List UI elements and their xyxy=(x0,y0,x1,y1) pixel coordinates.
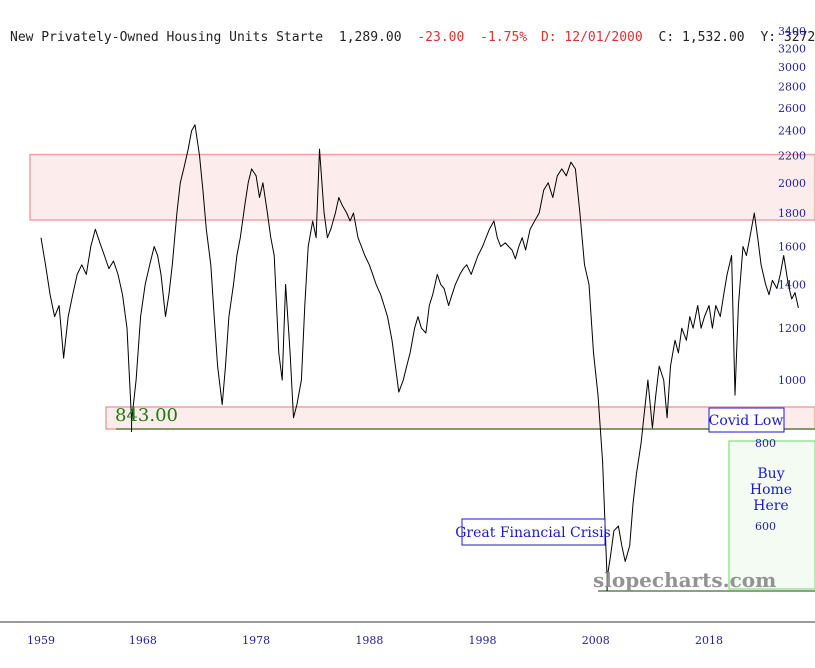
series-layer xyxy=(40,124,799,591)
y-tick-label: 3000 xyxy=(778,61,806,74)
y-tick-label: 1800 xyxy=(778,207,806,220)
x-tick-label: 1988 xyxy=(355,634,383,647)
buy-label-line: Buy xyxy=(757,466,784,482)
covid-label: Covid Low xyxy=(709,413,784,429)
gfc-label-box xyxy=(461,518,606,546)
annotations-layer: 843.00 Great Financial Crisis Covid Low Buy… xyxy=(115,405,792,592)
x-tick-label: 1968 xyxy=(129,634,157,647)
series-line xyxy=(40,124,799,579)
y-axis: 3400 3200 3000 2800 2600 2400 2200 2000 1800 1600… xyxy=(755,25,806,533)
y-tick-label: 800 xyxy=(755,437,776,450)
header-close: C: 1,532.00 xyxy=(659,30,745,45)
buy-zone xyxy=(728,440,815,590)
header-change-pct: -1.75% xyxy=(480,30,527,45)
x-tick-label: 1998 xyxy=(469,634,497,647)
buy-label-line: Here xyxy=(753,498,788,514)
gfc-label: Great Financial Crisis xyxy=(455,525,610,541)
header-last-value: 1,289.00 xyxy=(339,30,402,45)
y-tick-label: 600 xyxy=(755,520,776,533)
header-date: D: 12/01/2000 xyxy=(541,30,643,45)
header-line: New Privately-Owned Housing Units Starte… xyxy=(10,30,815,45)
y-tick-label: 1400 xyxy=(778,278,806,291)
y-tick-label: 3200 xyxy=(778,42,806,55)
x-tick-label: 2008 xyxy=(582,634,610,647)
y-tick-label: 3400 xyxy=(778,25,806,38)
resistance-zone xyxy=(29,153,815,221)
y-tick-label: 2400 xyxy=(778,125,806,138)
buy-label-line: Home xyxy=(750,482,792,498)
y-tick-label: 2200 xyxy=(778,150,806,163)
y-tick-label: 1000 xyxy=(778,374,806,387)
support-level-label: 843.00 xyxy=(115,405,178,426)
covid-label-box xyxy=(708,407,785,433)
y-tick-label: 1600 xyxy=(778,240,806,253)
x-tick-label: 2018 xyxy=(695,634,723,647)
x-tick-label: 1959 xyxy=(27,634,55,647)
x-axis: 1959 1968 1978 1988 1998 2008 2018 xyxy=(0,621,815,647)
header-change: -23.00 xyxy=(417,30,464,45)
y-tick-label: 2800 xyxy=(778,81,806,94)
watermark: slopecharts.com xyxy=(593,568,776,592)
y-tick-label: 2000 xyxy=(778,177,806,190)
header-series-name: New Privately-Owned Housing Units Starte xyxy=(10,30,323,45)
x-tick-label: 1978 xyxy=(242,634,270,647)
y-tick-label: 2600 xyxy=(778,102,806,115)
header-y-readout: Y: 3272.40 xyxy=(760,30,815,45)
zones-layer xyxy=(29,153,815,592)
y-tick-label: 1200 xyxy=(778,322,806,335)
